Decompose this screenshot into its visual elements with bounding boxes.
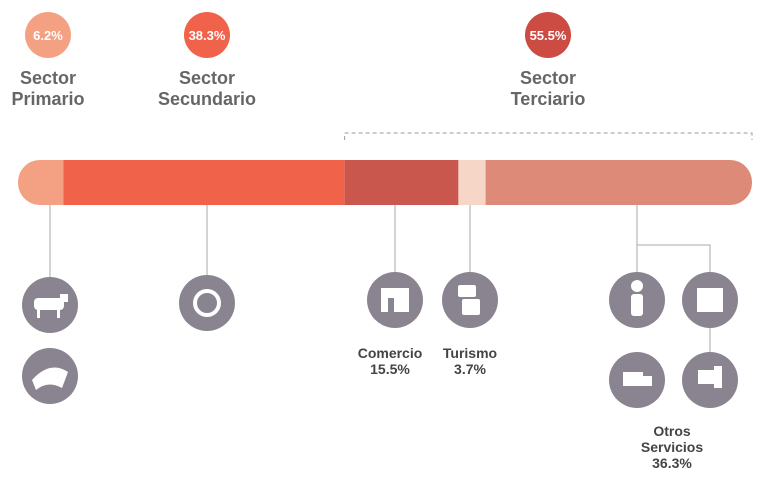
bar-segment: [63, 160, 345, 205]
sector-label: Sector Secundario: [157, 68, 257, 109]
subsector-value: 36.3%: [652, 455, 692, 471]
value-badge: 55.5%: [525, 12, 571, 58]
value-badge: 38.3%: [184, 12, 230, 58]
subsector-label: Turismo: [442, 345, 498, 361]
value-badge: 6.2%: [25, 12, 71, 58]
subsector-value: 3.7%: [454, 361, 486, 377]
sector-label: Sector Primario: [11, 68, 85, 109]
subsector-label: Comercio: [357, 345, 423, 361]
bar-segment: [485, 160, 752, 205]
connectors: [49, 205, 711, 352]
icons: [22, 272, 738, 408]
subsector-value: 15.5%: [370, 361, 410, 377]
bar-segment: [18, 160, 64, 205]
bracket: [344, 132, 753, 140]
bar: [18, 160, 752, 205]
sector-label: Sector Terciario: [510, 68, 586, 109]
icon-glyphs: [32, 280, 723, 390]
bar-segment: [458, 160, 486, 205]
subsector-label: Otros Servicios: [640, 423, 704, 456]
bar-segment: [344, 160, 459, 205]
